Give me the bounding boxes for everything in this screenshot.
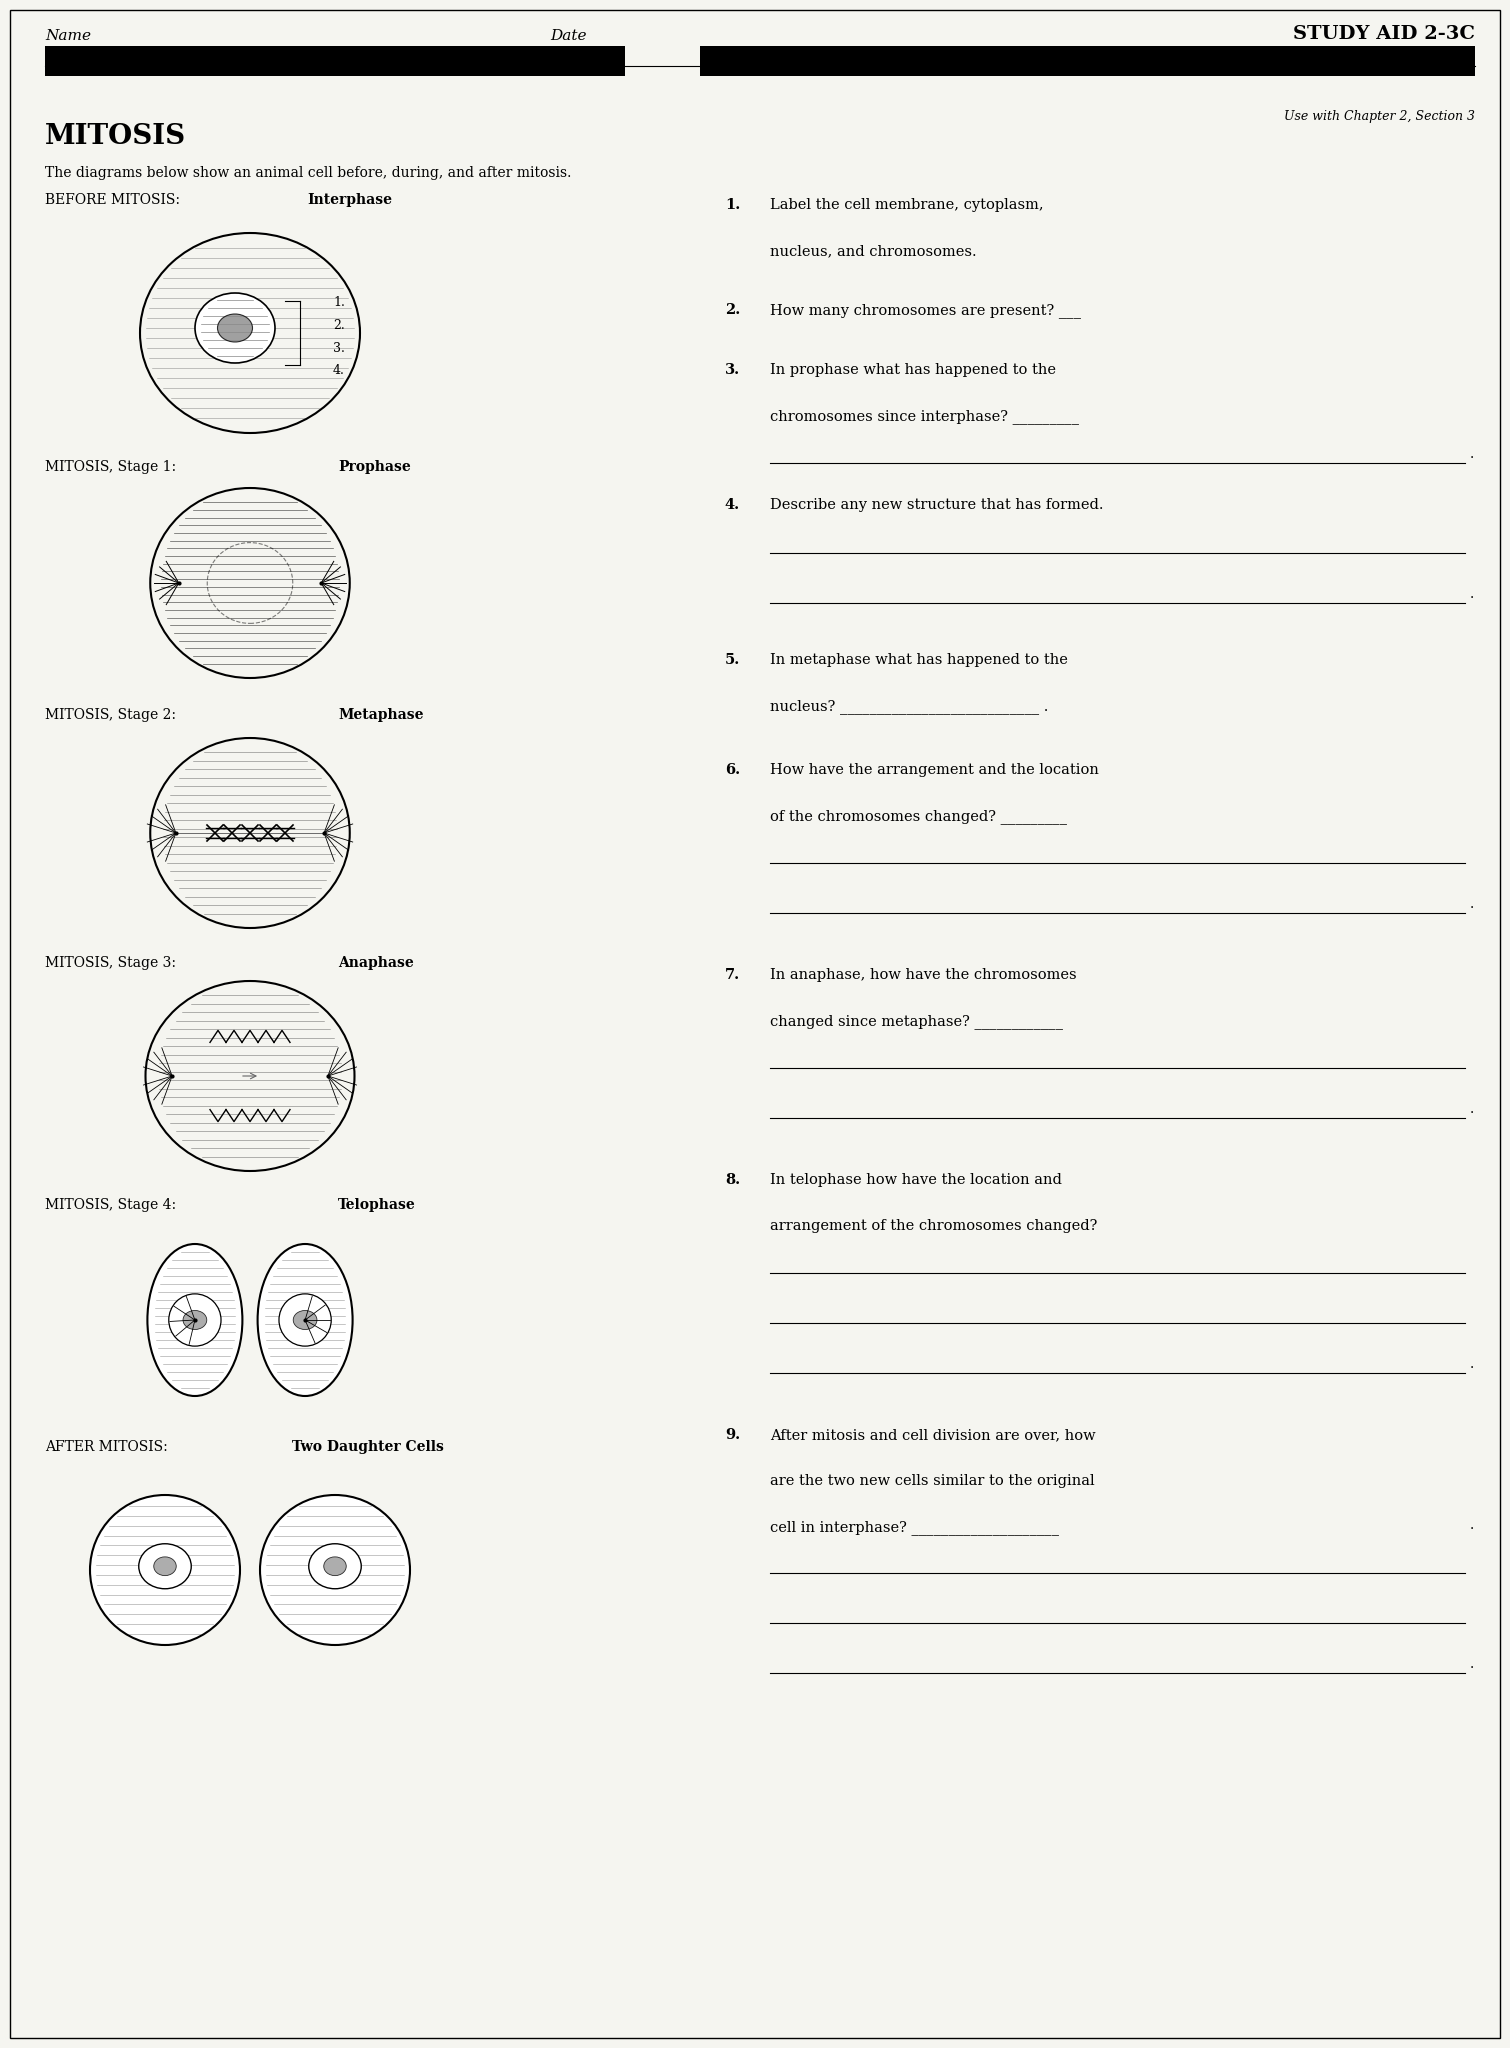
Text: Use with Chapter 2, Section 3: Use with Chapter 2, Section 3 [1284,111,1475,123]
Text: MITOSIS: MITOSIS [45,123,186,150]
Text: .: . [1471,1518,1474,1532]
Text: 7.: 7. [725,969,740,981]
Ellipse shape [169,1294,220,1346]
Ellipse shape [148,1243,243,1397]
Text: 6.: 6. [725,764,740,776]
Text: 3.: 3. [334,342,344,354]
Text: Prophase: Prophase [338,461,411,473]
Text: After mitosis and cell division are over, how: After mitosis and cell division are over… [770,1427,1096,1442]
Bar [701,45,1475,76]
Text: In metaphase what has happened to the: In metaphase what has happened to the [770,653,1068,668]
Text: STUDY AID 2-3C: STUDY AID 2-3C [1293,25,1475,43]
Circle shape [260,1495,411,1645]
Circle shape [91,1495,240,1645]
Text: are the two new cells similar to the original: are the two new cells similar to the ori… [770,1475,1095,1489]
Ellipse shape [195,293,275,362]
Text: Label the cell membrane, cytoplasm,: Label the cell membrane, cytoplasm, [770,199,1043,213]
Ellipse shape [154,1556,177,1575]
Text: Anaphase: Anaphase [338,956,414,971]
Text: AFTER MITOSIS:: AFTER MITOSIS: [45,1440,172,1454]
Text: MITOSIS, Stage 3:: MITOSIS, Stage 3: [45,956,180,971]
Text: How many chromosomes are present? ___: How many chromosomes are present? ___ [770,303,1081,317]
Text: Name: Name [45,29,91,43]
Text: In telophase how have the location and: In telophase how have the location and [770,1174,1062,1188]
Text: Metaphase: Metaphase [338,709,423,723]
Text: 5.: 5. [725,653,740,668]
Text: changed since metaphase? ____________: changed since metaphase? ____________ [770,1014,1063,1028]
Ellipse shape [323,1556,346,1575]
Text: MITOSIS, Stage 2:: MITOSIS, Stage 2: [45,709,180,723]
Text: In prophase what has happened to the: In prophase what has happened to the [770,362,1055,377]
Text: 9.: 9. [725,1427,740,1442]
Text: 4.: 4. [334,365,344,377]
Text: How have the arrangement and the location: How have the arrangement and the locatio… [770,764,1099,776]
Ellipse shape [279,1294,331,1346]
Ellipse shape [258,1243,353,1397]
Ellipse shape [139,1544,192,1589]
Text: cell in interphase? ____________________: cell in interphase? ____________________ [770,1520,1059,1534]
Text: 8.: 8. [725,1174,740,1188]
Ellipse shape [293,1311,317,1329]
Text: of the chromosomes changed? _________: of the chromosomes changed? _________ [770,809,1068,823]
Text: .: . [1471,897,1474,911]
Text: The diagrams below show an animal cell before, during, and after mitosis.: The diagrams below show an animal cell b… [45,166,571,180]
Bar [45,45,625,76]
Text: 1.: 1. [725,199,740,213]
Text: nucleus? ___________________________ .: nucleus? ___________________________ . [770,698,1048,715]
Ellipse shape [183,1311,207,1329]
Ellipse shape [308,1544,361,1589]
Text: BEFORE MITOSIS:: BEFORE MITOSIS: [45,193,184,207]
Text: .: . [1471,588,1474,600]
Text: MITOSIS, Stage 4:: MITOSIS, Stage 4: [45,1198,181,1212]
Text: 3.: 3. [725,362,740,377]
Text: Date: Date [550,29,586,43]
Text: 2.: 2. [334,319,344,332]
Text: chromosomes since interphase? _________: chromosomes since interphase? _________ [770,410,1080,424]
Text: Interphase: Interphase [307,193,393,207]
Text: arrangement of the chromosomes changed?: arrangement of the chromosomes changed? [770,1219,1098,1233]
Text: .: . [1471,1657,1474,1671]
Text: 4.: 4. [725,498,740,512]
Text: nucleus, and chromosomes.: nucleus, and chromosomes. [770,244,977,258]
Text: In anaphase, how have the chromosomes: In anaphase, how have the chromosomes [770,969,1077,981]
Text: MITOSIS, Stage 1:: MITOSIS, Stage 1: [45,461,181,473]
Text: 1.: 1. [334,297,344,309]
Text: Telophase: Telophase [338,1198,415,1212]
Text: .: . [1471,446,1474,461]
Ellipse shape [217,313,252,342]
Text: .: . [1471,1358,1474,1370]
Text: .: . [1471,1102,1474,1116]
Text: 2.: 2. [725,303,740,317]
Text: Two Daughter Cells: Two Daughter Cells [291,1440,444,1454]
Text: Describe any new structure that has formed.: Describe any new structure that has form… [770,498,1104,512]
